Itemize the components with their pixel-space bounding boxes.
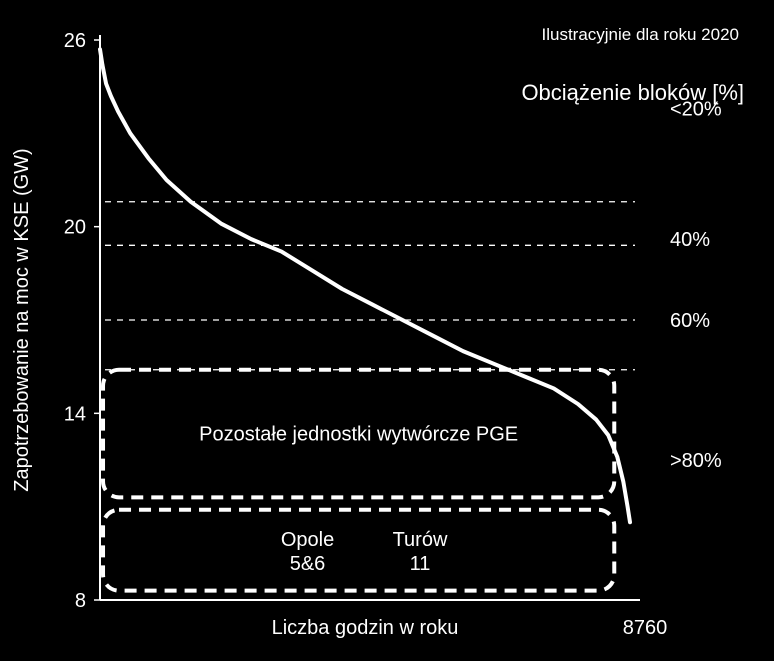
- upper-box-label: Pozostałe jednostki wytwórcze PGE: [199, 424, 518, 446]
- right-title: Obciążenie bloków [%]: [521, 80, 744, 105]
- lower-box-label-2a: Turów: [393, 529, 448, 551]
- load-annotation: 60%: [670, 310, 710, 332]
- lower-box-label-1b: 5&6: [290, 553, 326, 575]
- y-tick-label: 26: [64, 30, 86, 52]
- x-axis-label: Liczba godzin w roku: [272, 617, 459, 639]
- load-annotation: >80%: [670, 450, 722, 472]
- load-annotation: 40%: [670, 229, 710, 251]
- y-tick-label: 8: [75, 590, 86, 612]
- subtitle: Ilustracyjnie dla roku 2020: [541, 25, 739, 44]
- lower-box-label-2b: 11: [410, 553, 431, 575]
- y-axis-label: Zapotrzebowanie na moc w KSE (GW): [11, 148, 33, 491]
- x-max-label: 8760: [623, 617, 668, 639]
- load-duration-chart: 8 14 20 26 Pozostałe jednostki wytwórcze PGE…: [0, 0, 774, 661]
- y-tick-label: 20: [64, 217, 86, 239]
- y-tick-label: 14: [64, 403, 86, 425]
- lower-box-label-1a: Opole: [281, 529, 334, 551]
